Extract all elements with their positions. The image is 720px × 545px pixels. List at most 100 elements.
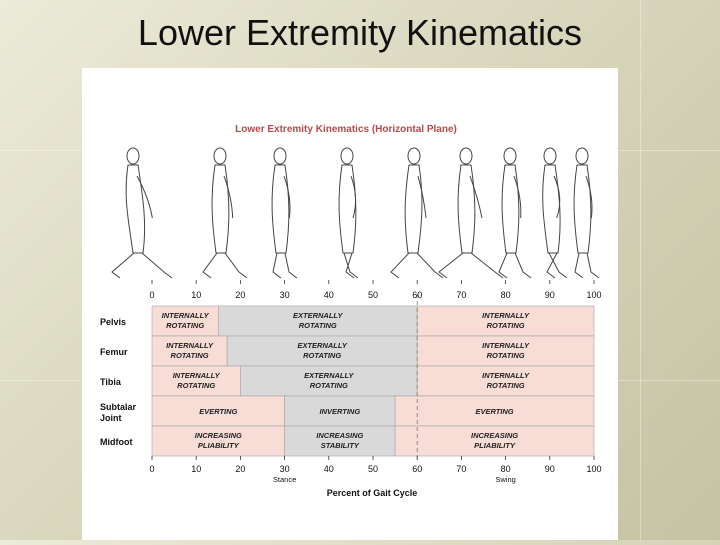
segment-text: INTERNALLY bbox=[166, 341, 214, 350]
figure-leg bbox=[546, 252, 558, 279]
figure-torso bbox=[125, 164, 146, 254]
phase-segment bbox=[151, 395, 285, 427]
segment-text: ROTATING bbox=[299, 321, 337, 330]
figure-head bbox=[340, 147, 354, 165]
figure-torso bbox=[271, 164, 290, 254]
phase-segment bbox=[151, 335, 228, 367]
figure-head bbox=[543, 147, 557, 165]
gait-diagram: Lower Extremity Kinematics (Horizontal P… bbox=[100, 124, 602, 498]
segment-text: ROTATING bbox=[487, 321, 525, 330]
segment-text: ROTATING bbox=[166, 321, 204, 330]
figure-arm bbox=[513, 175, 522, 219]
axis-tick-label: 90 bbox=[545, 290, 555, 300]
walking-figure bbox=[271, 147, 298, 279]
segment-text: INVERTING bbox=[319, 407, 360, 416]
axis-tick-label: 0 bbox=[149, 464, 154, 474]
walking-figure bbox=[338, 147, 359, 279]
phase-segment bbox=[284, 425, 396, 457]
axis-tick-label: 70 bbox=[456, 290, 466, 300]
figure-torso bbox=[542, 164, 561, 254]
segment-text: ROTATING bbox=[177, 381, 215, 390]
segment-text: ROTATING bbox=[310, 381, 348, 390]
walking-figure bbox=[202, 147, 248, 279]
figure-torso bbox=[338, 164, 357, 254]
segment-text: INTERNALLY bbox=[482, 341, 530, 350]
walking-figures bbox=[111, 147, 600, 279]
phase-segment bbox=[284, 395, 396, 427]
axis-tick-label: 30 bbox=[280, 464, 290, 474]
axis-tick-label: 80 bbox=[501, 464, 511, 474]
axis-tick-label: 80 bbox=[501, 290, 511, 300]
segment-text: PLIABILITY bbox=[474, 441, 516, 450]
figure-head bbox=[459, 147, 473, 165]
axis-tick-label: 100 bbox=[586, 464, 601, 474]
segment-text: EXTERNALLY bbox=[304, 371, 354, 380]
figure-torso bbox=[457, 164, 476, 254]
axis-tick-label: 70 bbox=[456, 464, 466, 474]
axis-tick-label: 40 bbox=[324, 464, 334, 474]
figure-arm bbox=[283, 175, 291, 219]
walking-figure bbox=[573, 147, 600, 279]
figure-leg bbox=[390, 252, 410, 279]
figure-torso bbox=[501, 164, 520, 254]
axis-tick-label: 30 bbox=[280, 290, 290, 300]
figure-head bbox=[503, 147, 517, 165]
figure-arm bbox=[136, 175, 153, 219]
figure-leg bbox=[498, 252, 508, 279]
phase-segment bbox=[394, 425, 595, 457]
segment-text: ROTATING bbox=[171, 351, 209, 360]
figure-arm bbox=[585, 175, 593, 219]
row-label: Midfoot bbox=[100, 437, 132, 447]
phase-label: Stance bbox=[273, 475, 296, 484]
figure-leg bbox=[224, 252, 248, 279]
row-label: Femur bbox=[100, 347, 128, 357]
phase-segment bbox=[394, 395, 595, 427]
segment-text: INCREASING bbox=[195, 431, 242, 440]
row-label: Joint bbox=[100, 413, 122, 423]
figure-leg bbox=[343, 252, 359, 279]
segment-text: PLIABILITY bbox=[198, 441, 240, 450]
walking-figure bbox=[438, 147, 504, 279]
segment-text: INTERNALLY bbox=[482, 311, 530, 320]
axis-tick-label: 60 bbox=[412, 464, 422, 474]
figure-leg bbox=[470, 252, 504, 279]
figure-head bbox=[213, 147, 227, 165]
figure-head bbox=[273, 147, 287, 165]
figure-leg bbox=[284, 252, 298, 279]
axis-tick-label: 50 bbox=[368, 290, 378, 300]
figure-leg bbox=[345, 252, 355, 279]
segment-text: STABILITY bbox=[321, 441, 360, 450]
axis-tick-label: 100 bbox=[586, 290, 601, 300]
segment-text: EXTERNALLY bbox=[297, 341, 347, 350]
figure-torso bbox=[404, 164, 423, 254]
figure-leg bbox=[141, 252, 173, 279]
diagram-title: Lower Extremity Kinematics (Horizontal P… bbox=[235, 124, 457, 135]
x-axis-label: Percent of Gait Cycle bbox=[327, 488, 418, 498]
segment-text: EXTERNALLY bbox=[293, 311, 343, 320]
segment-text: INTERNALLY bbox=[173, 371, 221, 380]
segment-text: INCREASING bbox=[471, 431, 518, 440]
segment-text: ROTATING bbox=[487, 351, 525, 360]
figure-arm bbox=[223, 175, 234, 219]
axis-tick-label: 50 bbox=[368, 464, 378, 474]
figure-arm bbox=[417, 175, 427, 219]
background-grid-line bbox=[640, 0, 641, 540]
axis-tick-label: 90 bbox=[545, 464, 555, 474]
bottom-axis: 0 10 20 30 40 50 60 70 80 90 100 Stance Swing bbox=[149, 456, 602, 484]
phase-segment bbox=[151, 365, 241, 397]
axis-tick-label: 40 bbox=[324, 290, 334, 300]
phase-segment bbox=[416, 305, 595, 337]
figure-arm bbox=[350, 175, 357, 219]
figure-arm bbox=[469, 175, 483, 219]
axis-tick-label: 20 bbox=[235, 290, 245, 300]
figure-head bbox=[126, 147, 140, 165]
row-label: Tibia bbox=[100, 377, 122, 387]
walking-figure bbox=[111, 147, 173, 279]
walking-figure bbox=[390, 147, 444, 279]
phase-segment bbox=[151, 425, 285, 457]
axis-tick-label: 0 bbox=[149, 290, 154, 300]
figure-torso bbox=[211, 164, 230, 254]
figure-leg bbox=[438, 252, 464, 279]
top-axis: 0 10 20 30 40 50 60 70 80 90 100 bbox=[149, 280, 602, 300]
figure-torso bbox=[573, 164, 592, 254]
